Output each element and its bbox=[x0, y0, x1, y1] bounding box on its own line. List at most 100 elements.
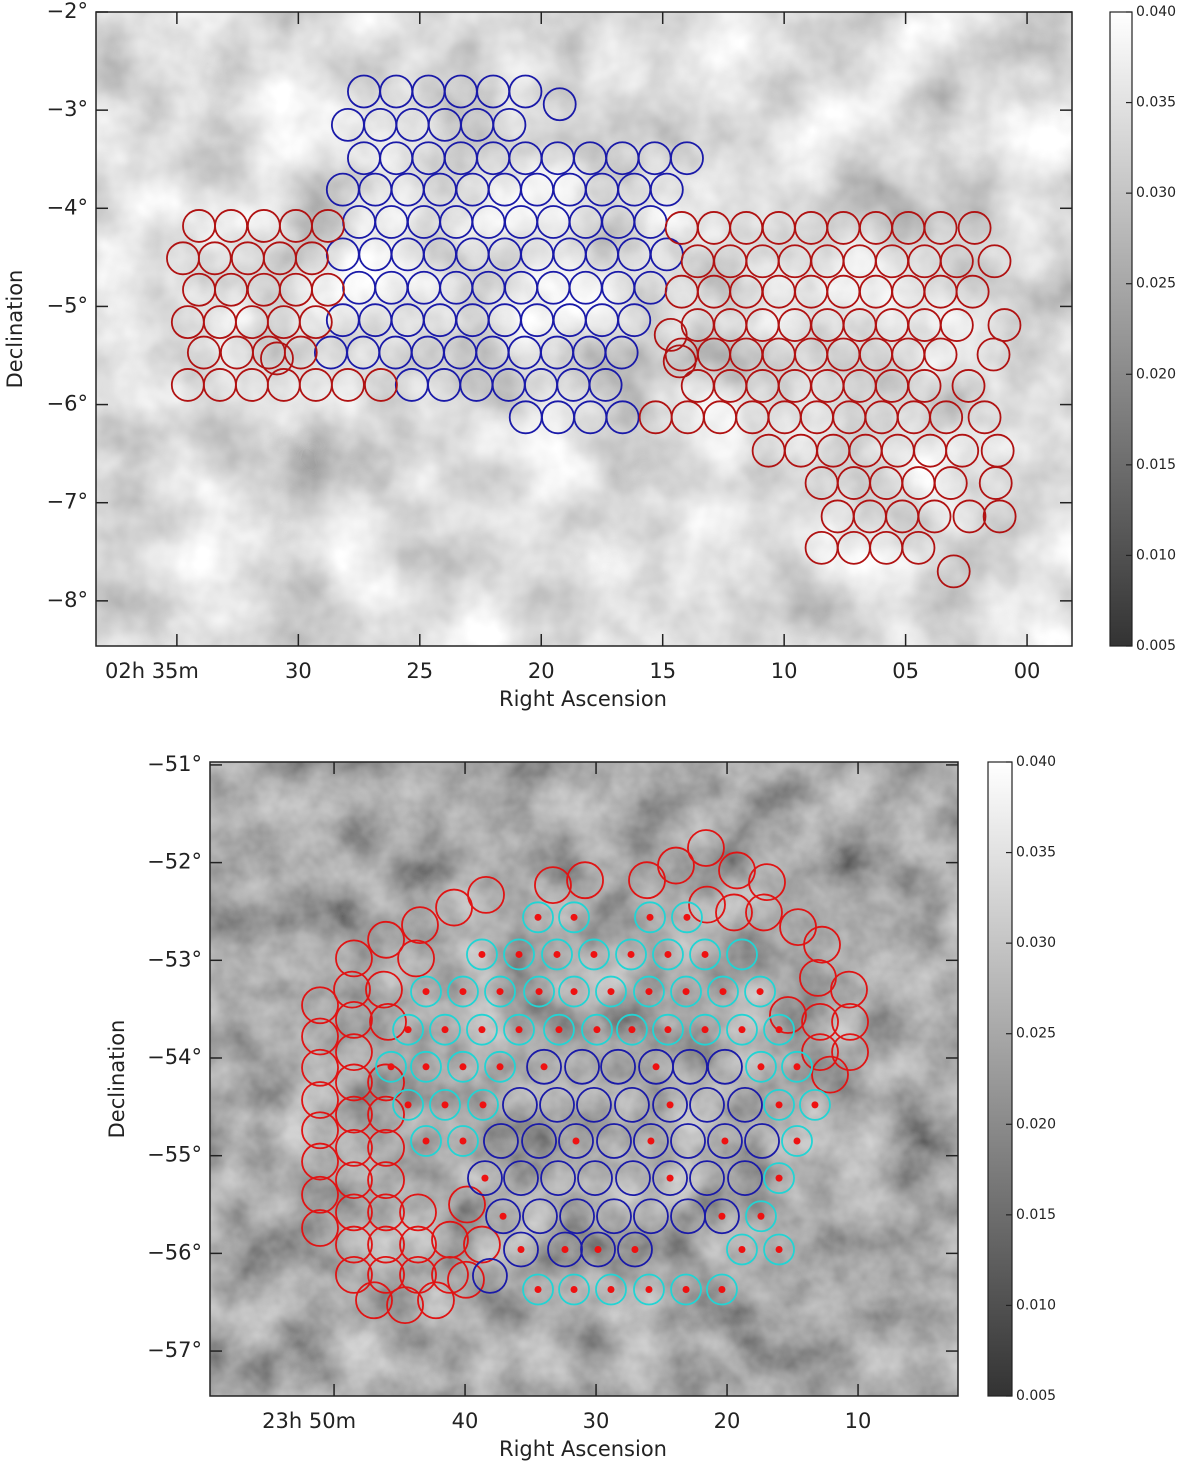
pointing-circle bbox=[727, 1086, 763, 1123]
pointing-circle bbox=[410, 1050, 442, 1083]
pointing-circle bbox=[301, 1048, 339, 1087]
pointing-circle bbox=[763, 1233, 795, 1266]
pointing-circle bbox=[578, 938, 610, 971]
pointings bbox=[301, 829, 869, 1325]
pointing-circle bbox=[301, 1111, 339, 1150]
pointing-circle bbox=[435, 888, 473, 927]
pointing-circle bbox=[707, 1123, 743, 1159]
pointing-circle bbox=[386, 1286, 424, 1325]
pointing-circle bbox=[801, 1002, 839, 1041]
y-tick-label: −4° bbox=[47, 195, 88, 219]
pointing-circle bbox=[503, 1013, 535, 1046]
pointing-circle bbox=[547, 1231, 583, 1268]
colorbar-tick-label: 0.030 bbox=[1136, 185, 1176, 201]
pointing-dot bbox=[701, 950, 709, 958]
pointing-circle bbox=[689, 938, 721, 971]
pointing-circle bbox=[367, 1161, 405, 1200]
pointing-dot bbox=[496, 1063, 504, 1071]
pointing-circle bbox=[955, 274, 990, 309]
colorbar-tick-label: 0.040 bbox=[1016, 754, 1056, 770]
pointing-circle bbox=[375, 1050, 407, 1083]
pointing-dot bbox=[459, 1137, 467, 1145]
pointing-circle bbox=[936, 554, 971, 589]
pointing-circle bbox=[301, 1209, 339, 1247]
pointing-circle bbox=[704, 1198, 740, 1235]
y-tick-label: −57° bbox=[147, 1338, 202, 1362]
pointing-circle bbox=[715, 893, 753, 932]
pointing-circle bbox=[429, 1013, 461, 1046]
pointing-circle bbox=[431, 1255, 469, 1294]
pointing-dot bbox=[570, 1286, 578, 1294]
pointing-circle bbox=[615, 938, 647, 971]
pointing-circle bbox=[744, 975, 776, 1008]
pointing-circle bbox=[367, 920, 405, 959]
pointing-circle bbox=[633, 1198, 669, 1235]
pointing-dot bbox=[645, 1286, 653, 1294]
pointing-circle bbox=[672, 1048, 708, 1085]
pointing-circle bbox=[923, 337, 958, 372]
x-tick-label: 05 bbox=[892, 659, 919, 683]
pointing-circle bbox=[335, 939, 373, 978]
pointing-circle bbox=[364, 368, 398, 402]
pointing-circle bbox=[951, 369, 986, 403]
pointing-circle bbox=[577, 1160, 613, 1197]
pointing-circle bbox=[365, 970, 403, 1009]
pointing-dot bbox=[517, 1245, 525, 1253]
x-tick-label: 20 bbox=[714, 1409, 741, 1433]
pointing-circle bbox=[633, 1123, 669, 1159]
pointing-circle bbox=[605, 400, 640, 435]
colorbar-tick-label: 0.025 bbox=[1136, 276, 1176, 292]
pointing-circle bbox=[977, 244, 1012, 279]
pointing-dot bbox=[793, 1137, 801, 1145]
pointing-circle bbox=[907, 369, 942, 403]
pointing-circle bbox=[748, 863, 786, 902]
pointing-circle bbox=[652, 938, 684, 971]
pointing-circle bbox=[830, 970, 868, 1009]
pointing-circle bbox=[688, 885, 726, 924]
pointing-dot bbox=[627, 950, 635, 958]
pointing-circle bbox=[522, 901, 554, 934]
pointing-dot bbox=[534, 913, 542, 921]
pointing-circle bbox=[763, 1162, 795, 1195]
pointing-circle bbox=[392, 1013, 424, 1046]
y-tick-label: −8° bbox=[47, 588, 88, 612]
pointing-circle bbox=[726, 938, 758, 971]
pointing-circle bbox=[604, 335, 639, 370]
colorbar-tick-label: 0.005 bbox=[1136, 638, 1176, 654]
pointing-circle bbox=[367, 1128, 405, 1167]
pointing-dot bbox=[683, 913, 691, 921]
pointing-dot bbox=[593, 1026, 601, 1034]
pointing-dot bbox=[647, 1137, 655, 1145]
pointing-circle bbox=[448, 1185, 486, 1224]
pointing-circle bbox=[923, 211, 958, 245]
panel: 02h 35m 30 25 20 15 10 05 00 −2° −3° −4° −5° −6° −7° −… bbox=[3, 0, 1176, 711]
pointing-dot bbox=[441, 1101, 449, 1109]
pointing-circle bbox=[576, 1086, 612, 1123]
pointing-circle bbox=[580, 1231, 616, 1268]
pointing-circle bbox=[301, 986, 339, 1025]
pointing-dot bbox=[666, 1101, 674, 1109]
pointing-dot bbox=[775, 1026, 783, 1034]
colorbar bbox=[1109, 11, 1133, 647]
pointing-circle bbox=[186, 335, 221, 370]
pointing-circle bbox=[367, 1225, 405, 1264]
pointing-circle bbox=[917, 499, 952, 534]
pointing-circle bbox=[596, 1123, 632, 1159]
plot-frame bbox=[95, 11, 1073, 647]
pointing-circle bbox=[410, 975, 442, 1008]
colorbar-tick-label: 0.025 bbox=[1016, 1026, 1056, 1042]
pointing-circle bbox=[706, 1273, 738, 1306]
pointing-dot bbox=[478, 1026, 486, 1034]
pointing-circle bbox=[745, 1200, 777, 1233]
pointing-circle bbox=[447, 1260, 485, 1299]
pointing-circle bbox=[763, 1013, 795, 1046]
pointing-dot bbox=[441, 1026, 449, 1034]
pointing-circle bbox=[503, 938, 535, 971]
colorbar-tick-label: 0.040 bbox=[1136, 4, 1176, 20]
pointing-dot bbox=[422, 1137, 430, 1145]
pointing-dot bbox=[570, 913, 578, 921]
pointing-circle bbox=[588, 368, 623, 402]
pointing-circle bbox=[726, 1013, 758, 1046]
pointing-circle bbox=[831, 1033, 869, 1072]
pointing-dot bbox=[555, 1026, 563, 1034]
